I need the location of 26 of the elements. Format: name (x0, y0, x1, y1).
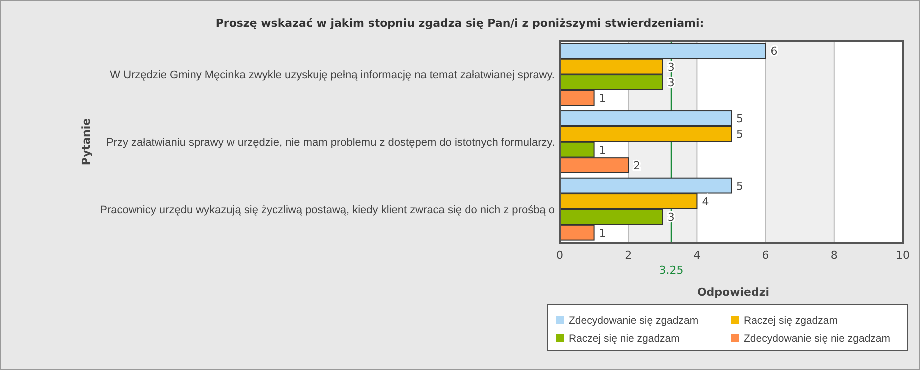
y-tick-label: Przy załatwianiu sprawy w urzędzie, nie mam problemu z dostępem do istotnych formularzy. (106, 137, 555, 149)
y-tick-label: Pracownicy urzędu wykazują się życzliwą postawą, kiedy klient zwraca się do nich z prośbą o (100, 204, 555, 216)
legend-label: Zdecydowanie się nie zgadzam (744, 333, 891, 345)
data-label: 5 (736, 180, 744, 193)
data-label: 1 (599, 144, 606, 157)
data-label: 1 (599, 92, 606, 106)
x-axis-title: Odpowiedzi (697, 286, 770, 299)
legend-label: Raczej się nie zgadzam (569, 333, 680, 345)
x-tick-label: 10 (896, 249, 910, 262)
data-label: 2 (634, 160, 641, 173)
x-tick-label: 8 (830, 249, 838, 262)
legend-label: Zdecydowanie się zgadzam (569, 315, 699, 327)
data-label: 1 (599, 226, 606, 240)
data-label: 5 (736, 112, 744, 126)
data-label: 6 (770, 45, 778, 58)
x-tick-label: 0 (556, 249, 564, 262)
x-tick-label: 6 (762, 249, 770, 262)
text: Proszę wskazać w jakim stopniu zgadza się Pan/i z poniższymi stwierdzeniami: (216, 17, 704, 30)
y-tick-label: W Urzędzie Gminy Męcinka zwykle uzyskuję pełną informację na temat załatwianej sprawy. (110, 70, 555, 82)
legend-label: Raczej się zgadzam (744, 315, 838, 327)
data-label: 4 (702, 195, 710, 208)
y-axis-title: Pytanie (80, 118, 93, 166)
ref-line-label: 3.25 (659, 264, 684, 277)
x-tick-label: 4 (694, 249, 701, 262)
x-tick-label: 2 (625, 249, 632, 262)
data-label: 5 (736, 128, 744, 142)
